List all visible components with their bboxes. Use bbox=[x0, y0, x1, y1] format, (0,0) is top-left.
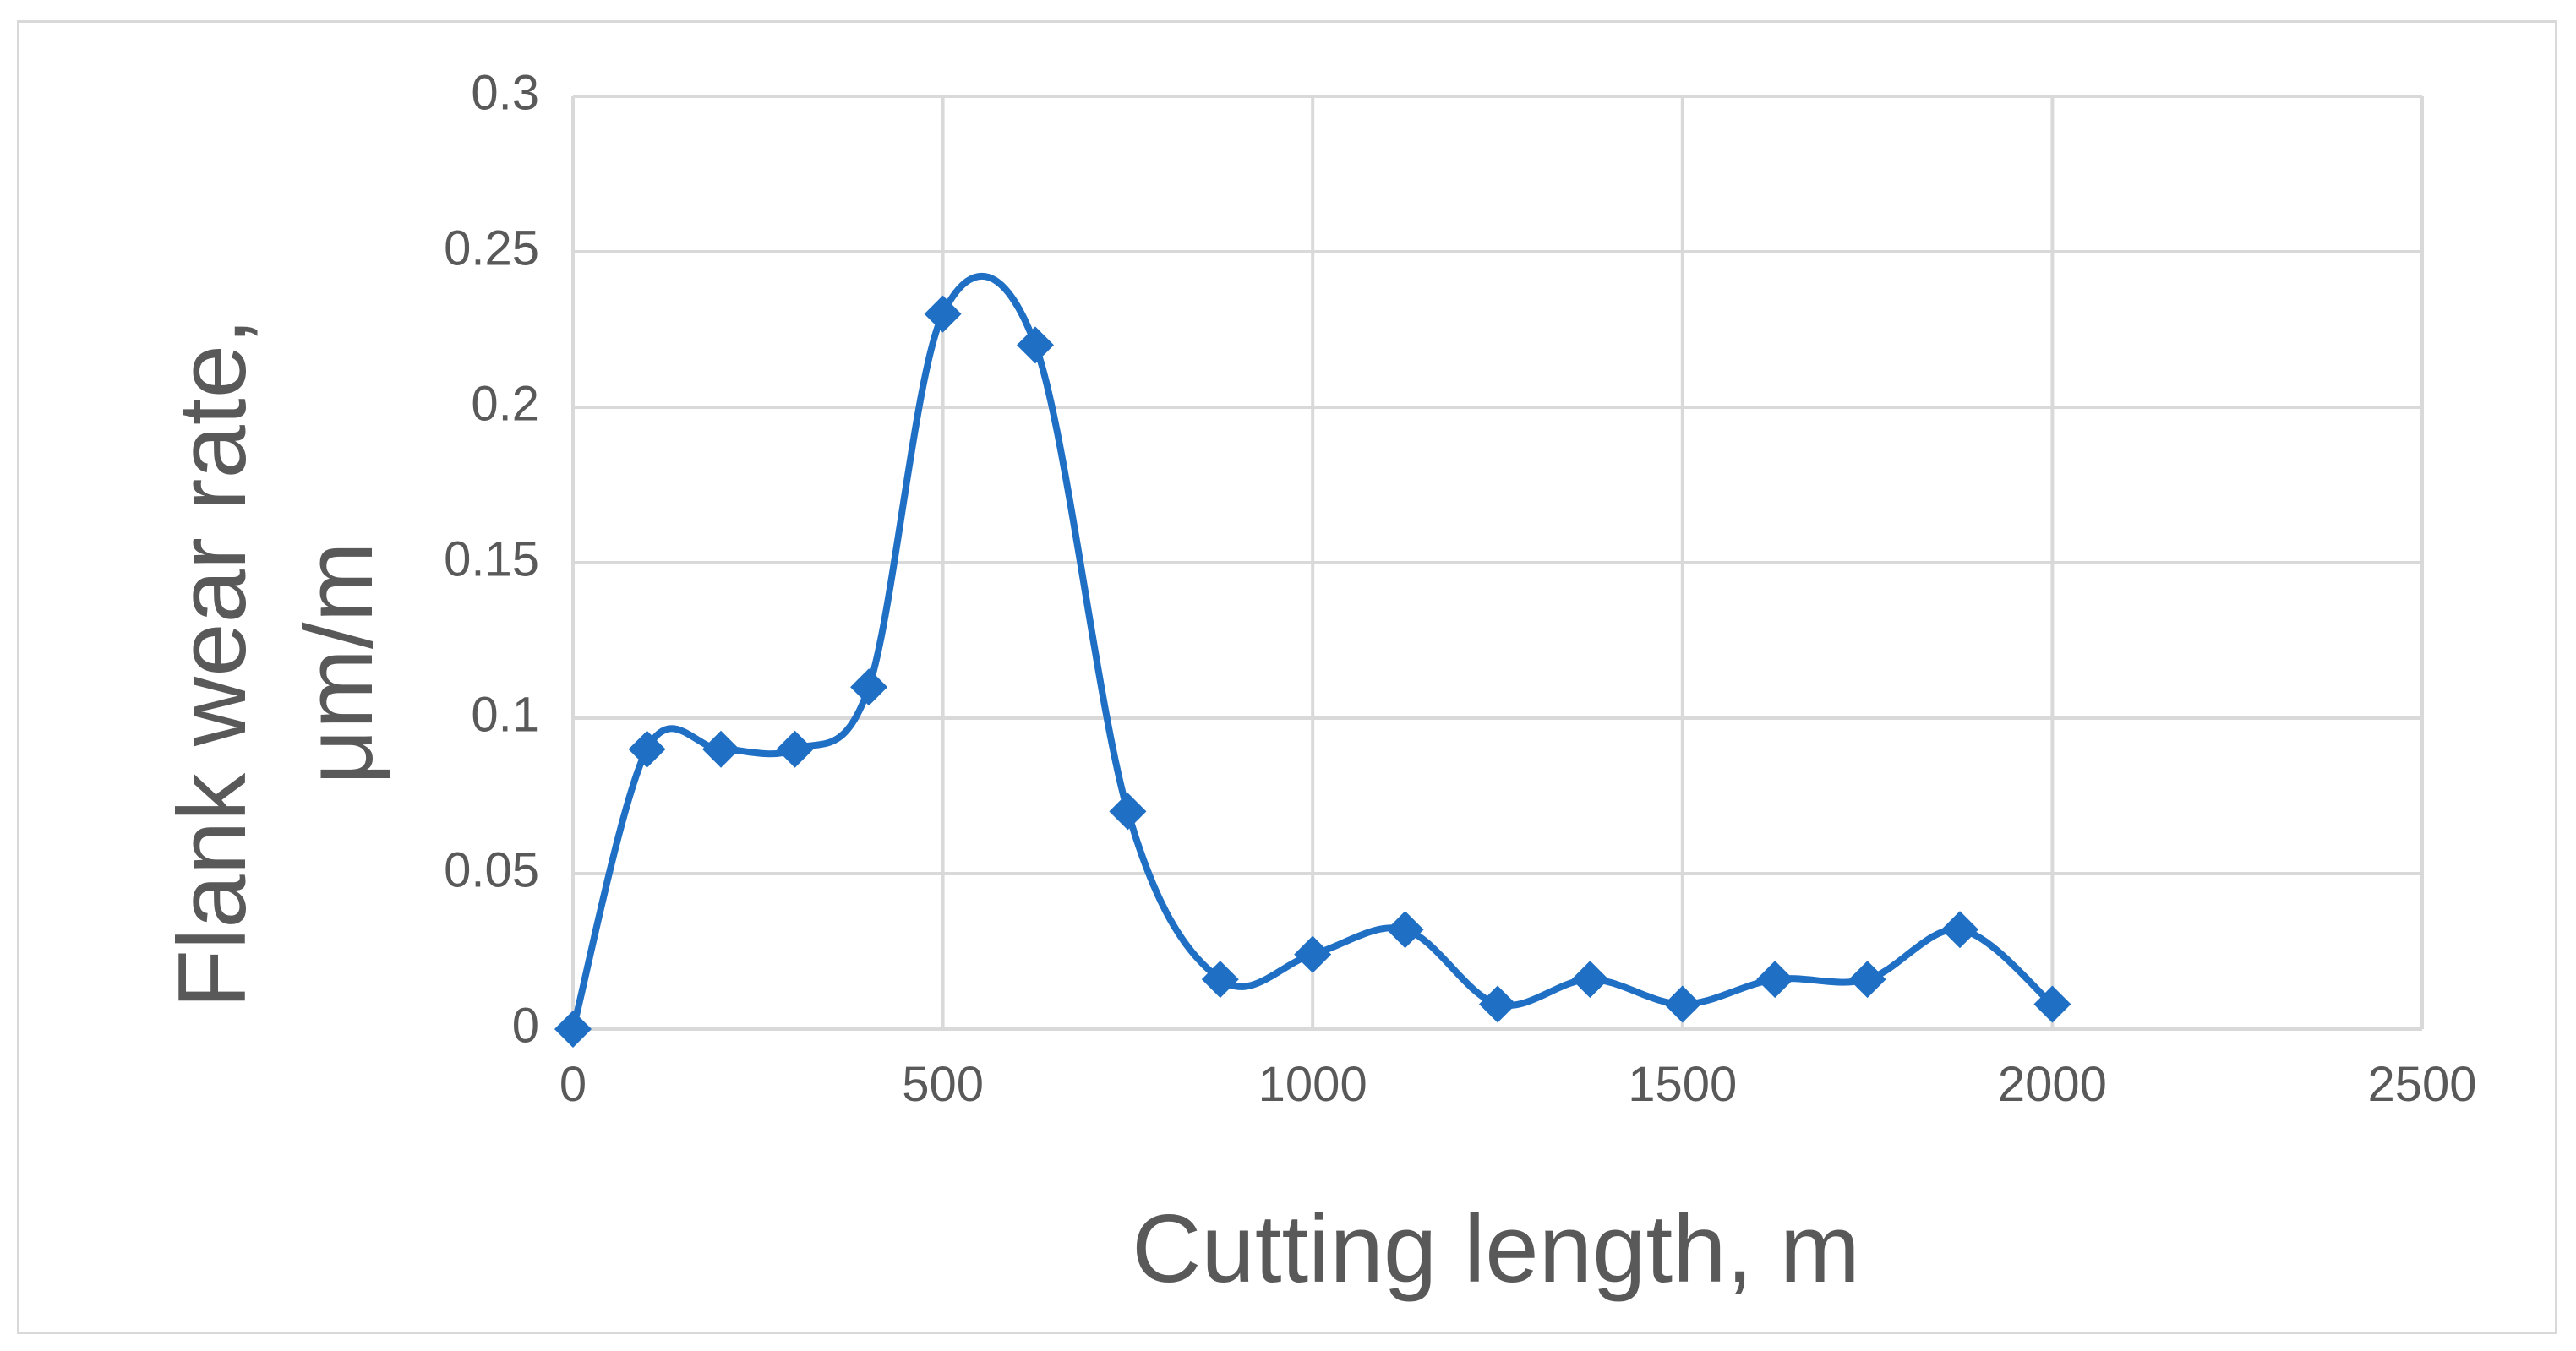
data-point-marker bbox=[1571, 961, 1609, 999]
data-point-marker bbox=[2033, 985, 2071, 1023]
y-axis-title-line-2: μm/m bbox=[286, 542, 393, 784]
gridlines bbox=[571, 95, 2424, 1031]
data-point-marker bbox=[702, 730, 740, 768]
y-tick-label: 0.1 bbox=[471, 687, 539, 742]
data-point-marker bbox=[1663, 985, 1701, 1023]
data-point-marker bbox=[1201, 961, 1239, 999]
x-tick-label: 2000 bbox=[1998, 1057, 2107, 1112]
y-tick-label: 0.3 bbox=[471, 65, 539, 120]
data-point-marker bbox=[1017, 326, 1054, 364]
data-point-marker bbox=[1109, 793, 1147, 831]
x-tick-label: 1500 bbox=[1628, 1057, 1737, 1112]
x-tick-label: 500 bbox=[902, 1057, 984, 1112]
chart-frame bbox=[17, 20, 2557, 1334]
y-axis-title-line-1: Flank wear rate, bbox=[159, 318, 266, 1008]
data-point-marker bbox=[1479, 985, 1516, 1023]
y-tick-label: 0.05 bbox=[444, 842, 539, 897]
data-point-marker bbox=[1941, 911, 1978, 949]
data-point-marker bbox=[628, 730, 666, 768]
data-point-marker bbox=[1848, 961, 1886, 999]
data-point-marker bbox=[554, 1011, 592, 1048]
y-tick-label: 0.15 bbox=[444, 531, 539, 586]
data-point-marker bbox=[1294, 935, 1332, 973]
y-tick-label: 0.25 bbox=[444, 221, 539, 275]
data-point-marker bbox=[1386, 911, 1424, 949]
series-layer bbox=[554, 273, 2071, 1048]
y-tick-label: 0.2 bbox=[471, 376, 539, 431]
x-tick-label: 2500 bbox=[2367, 1057, 2476, 1112]
data-point-marker bbox=[1756, 961, 1794, 999]
data-point-marker bbox=[776, 730, 814, 768]
data-point-marker bbox=[924, 295, 962, 333]
y-axis-tick-labels: 0 0.05 0.1 0.15 0.2 0.25 0.3 bbox=[444, 65, 539, 1053]
x-axis-title: Cutting length, m bbox=[1132, 1196, 1860, 1303]
data-point-marker bbox=[850, 668, 888, 706]
x-tick-label: 1000 bbox=[1258, 1057, 1367, 1112]
x-axis-tick-labels: 0 500 1000 1500 2000 2500 bbox=[559, 1057, 2477, 1112]
x-tick-label: 0 bbox=[559, 1057, 587, 1112]
y-axis-title: Flank wear rate, μm/m bbox=[159, 318, 393, 1008]
y-tick-label: 0 bbox=[512, 998, 539, 1053]
